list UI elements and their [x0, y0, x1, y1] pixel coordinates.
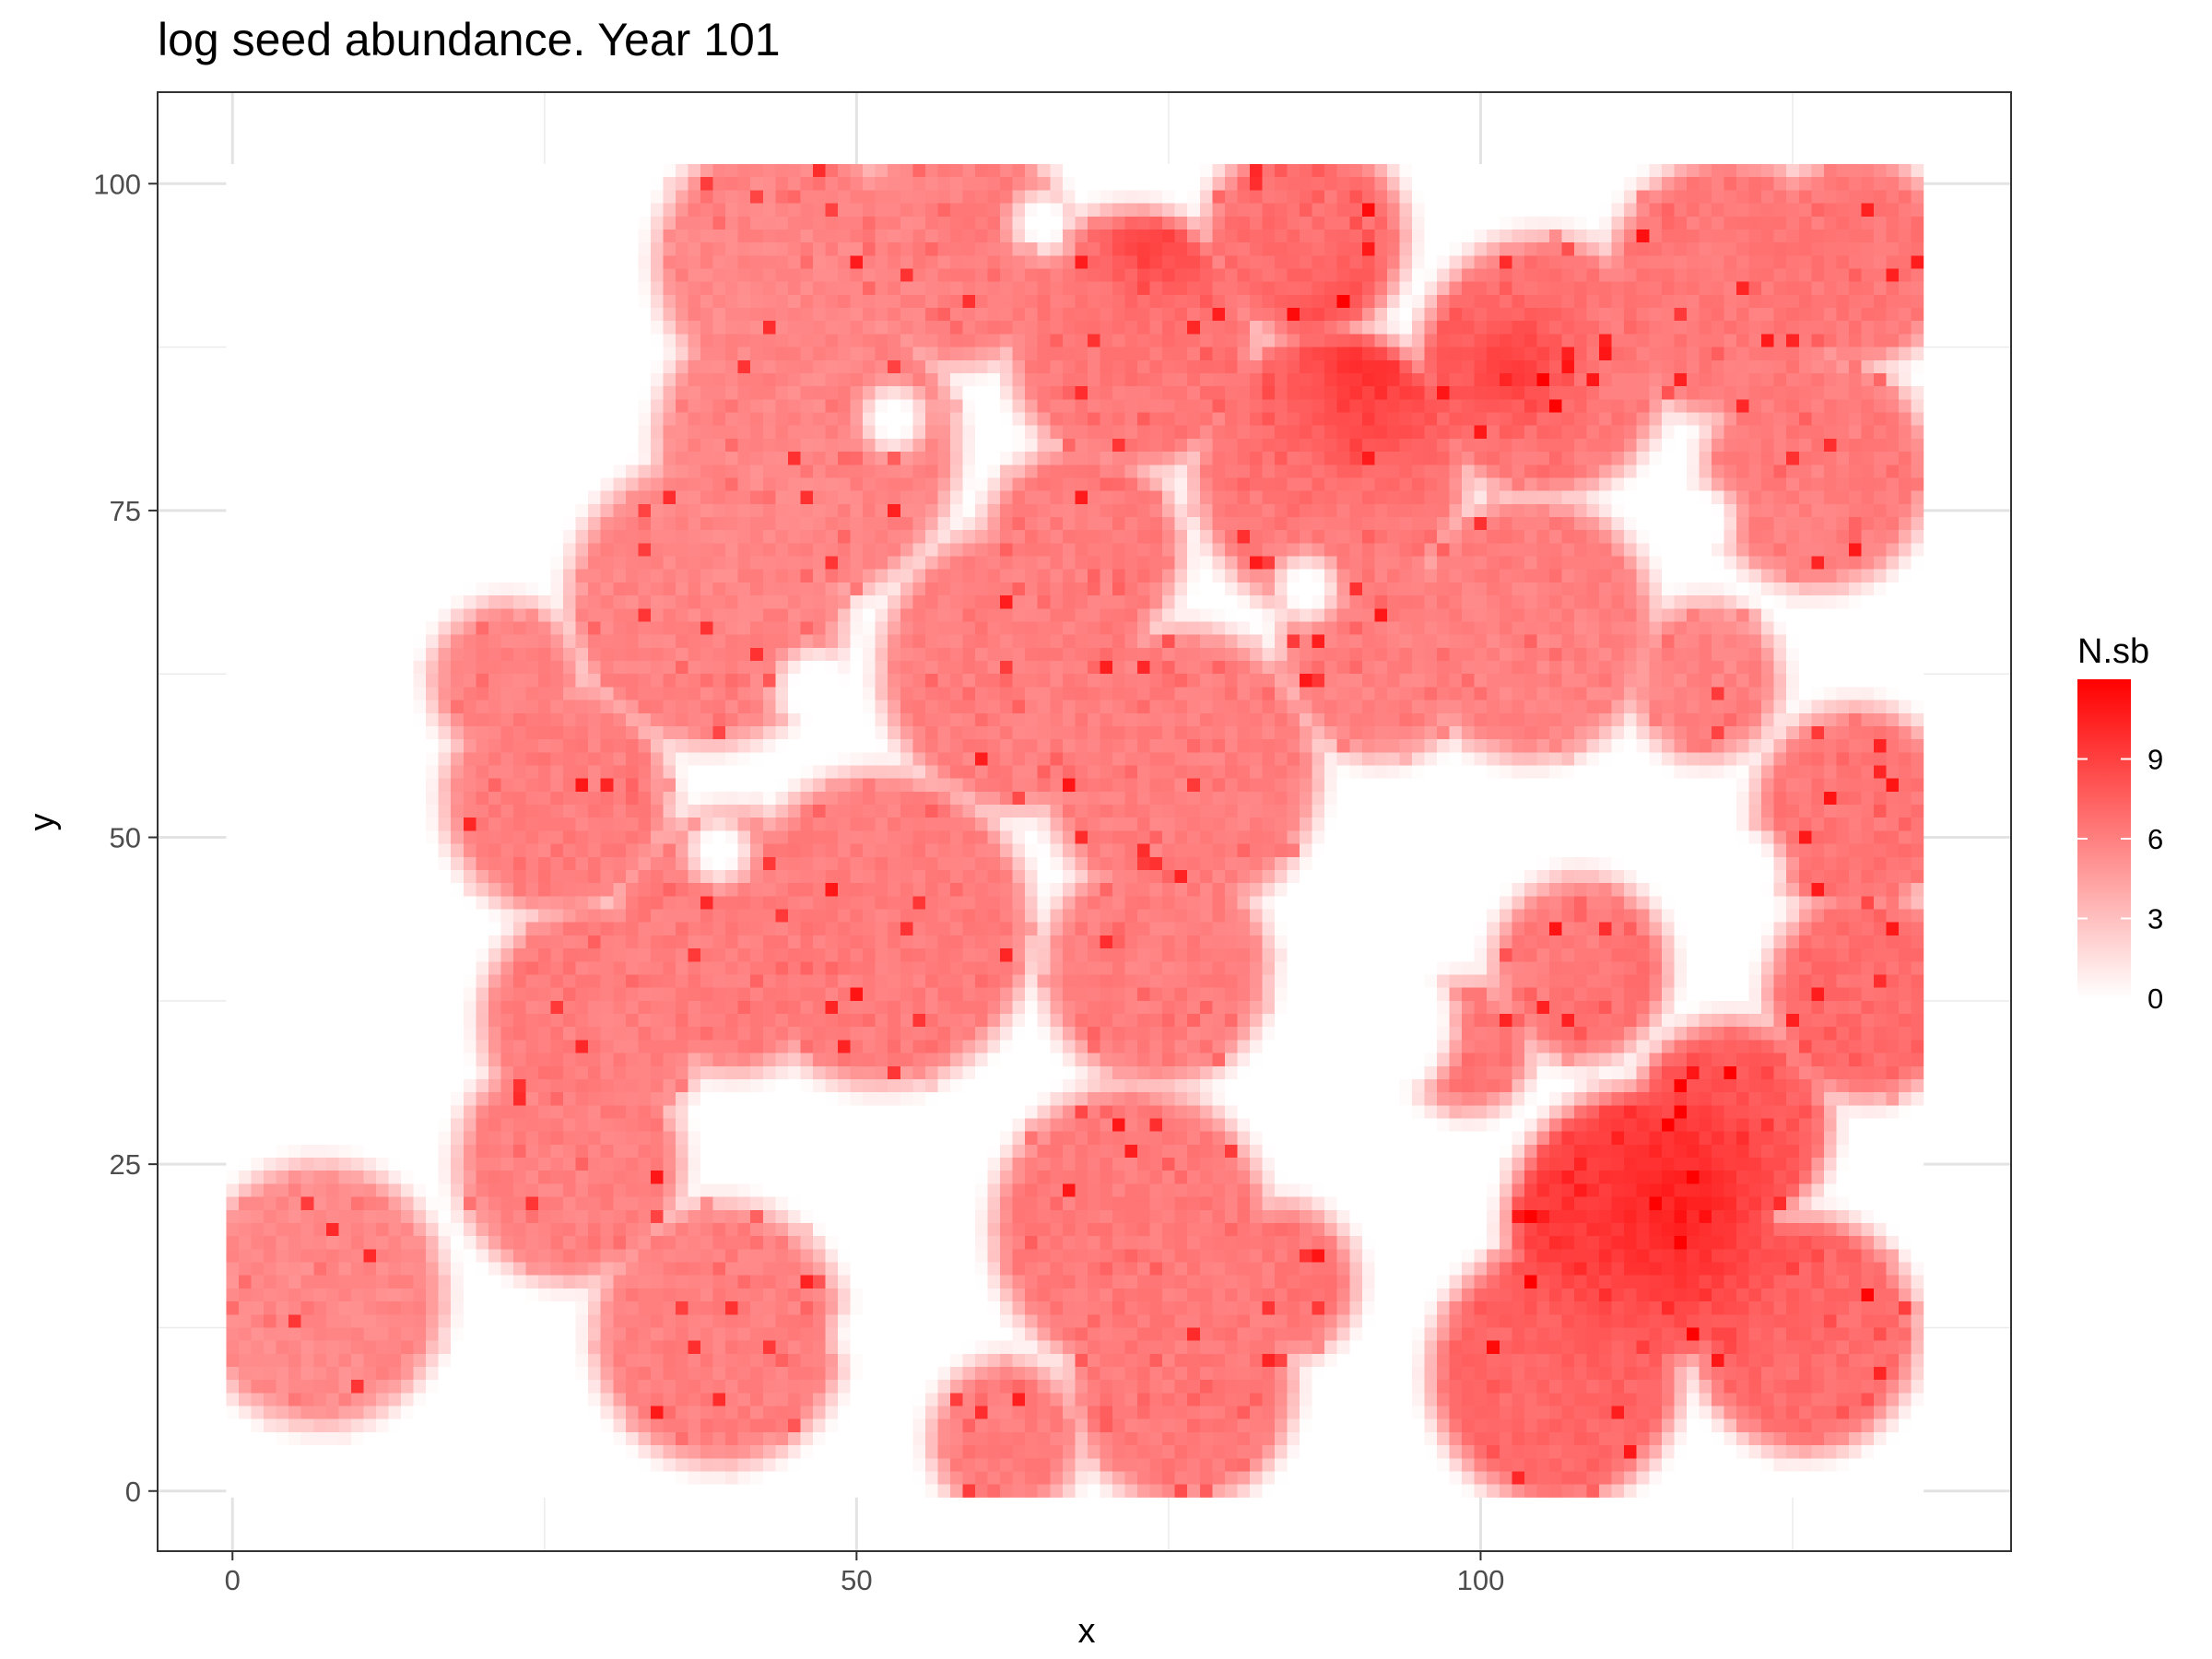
heatmap-cells — [226, 164, 1924, 1498]
y-tick-label: 100 — [93, 168, 141, 200]
chart-title: log seed abundance. Year 101 — [158, 14, 781, 65]
y-tick-label: 0 — [125, 1476, 141, 1508]
legend-tick-label: 3 — [2147, 903, 2163, 935]
x-tick-label: 0 — [225, 1564, 241, 1596]
panel-border — [157, 91, 2012, 1552]
legend-title: N.sb — [2077, 632, 2149, 671]
legend-tick-label: 0 — [2147, 982, 2163, 1015]
y-axis-title: y — [23, 814, 62, 831]
x-axis-title: x — [1078, 1612, 1096, 1651]
y-tick-label: 50 — [110, 822, 141, 854]
legend-tick-label: 9 — [2147, 744, 2163, 776]
x-axis: 0 50 100 — [225, 1551, 1505, 1596]
legend-ticks: 0 3 6 9 — [2077, 744, 2163, 1015]
y-tick-label: 25 — [110, 1148, 141, 1181]
plot-panel — [157, 91, 2012, 1552]
x-tick-label: 100 — [1457, 1564, 1505, 1596]
color-legend: N.sb 0 3 6 9 — [2077, 632, 2163, 1015]
legend-tick-label: 6 — [2147, 823, 2163, 855]
x-tick-label: 50 — [841, 1564, 872, 1596]
y-axis: 0 25 50 75 100 — [93, 168, 158, 1508]
y-tick-label: 75 — [110, 495, 141, 527]
